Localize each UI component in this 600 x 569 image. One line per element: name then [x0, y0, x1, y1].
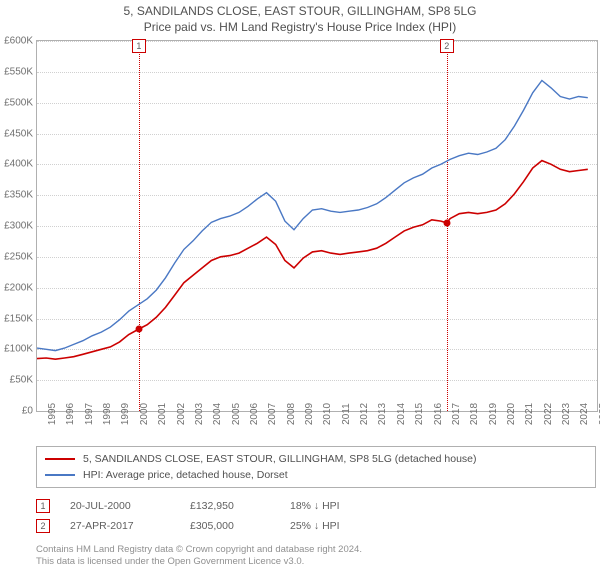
transaction-price: £132,950: [190, 500, 270, 512]
y-axis-label: £400K: [4, 159, 33, 170]
series-svg: [37, 41, 597, 411]
legend-box: 5, SANDILANDS CLOSE, EAST STOUR, GILLING…: [36, 446, 596, 488]
legend: 5, SANDILANDS CLOSE, EAST STOUR, GILLING…: [36, 446, 596, 536]
y-axis-label: £100K: [4, 344, 33, 355]
title-line-2: Price paid vs. HM Land Registry's House …: [0, 20, 600, 34]
y-axis-label: £250K: [4, 251, 33, 262]
transaction-price: £305,000: [190, 520, 270, 532]
legend-row-property: 5, SANDILANDS CLOSE, EAST STOUR, GILLING…: [45, 451, 587, 467]
y-axis-label: £150K: [4, 313, 33, 324]
legend-row-hpi: HPI: Average price, detached house, Dors…: [45, 467, 587, 483]
series-line-property: [37, 161, 588, 360]
y-axis-label: £550K: [4, 66, 33, 77]
footnote: Contains HM Land Registry data © Crown c…: [36, 544, 596, 569]
footnote-line-1: Contains HM Land Registry data © Crown c…: [36, 544, 596, 556]
y-axis-label: £200K: [4, 282, 33, 293]
legend-swatch-hpi: [45, 474, 75, 476]
transaction-pct: 18% ↓ HPI: [290, 500, 380, 512]
y-axis-label: £50K: [10, 375, 33, 386]
series-line-hpi: [37, 81, 588, 351]
legend-label-property: 5, SANDILANDS CLOSE, EAST STOUR, GILLING…: [83, 453, 477, 465]
y-axis-label: £450K: [4, 128, 33, 139]
transaction-row: 1 20-JUL-2000 £132,950 18% ↓ HPI: [36, 496, 596, 516]
y-axis-label: £350K: [4, 190, 33, 201]
legend-label-hpi: HPI: Average price, detached house, Dors…: [83, 469, 288, 481]
price-chart: £0£50K£100K£150K£200K£250K£300K£350K£400…: [36, 40, 598, 412]
footnote-line-2: This data is licensed under the Open Gov…: [36, 556, 596, 568]
title-line-1: 5, SANDILANDS CLOSE, EAST STOUR, GILLING…: [0, 4, 600, 18]
transaction-id-box: 2: [36, 519, 50, 533]
legend-swatch-property: [45, 458, 75, 460]
transaction-pct: 25% ↓ HPI: [290, 520, 380, 532]
transaction-date: 20-JUL-2000: [70, 500, 170, 512]
transaction-date: 27-APR-2017: [70, 520, 170, 532]
transaction-row: 2 27-APR-2017 £305,000 25% ↓ HPI: [36, 516, 596, 536]
y-axis-label: £300K: [4, 221, 33, 232]
transaction-id-box: 1: [36, 499, 50, 513]
transactions-table: 1 20-JUL-2000 £132,950 18% ↓ HPI 2 27-APR-201…: [36, 496, 596, 536]
y-axis-label: £500K: [4, 97, 33, 108]
y-axis-label: £0: [22, 406, 33, 417]
y-axis-label: £600K: [4, 36, 33, 47]
